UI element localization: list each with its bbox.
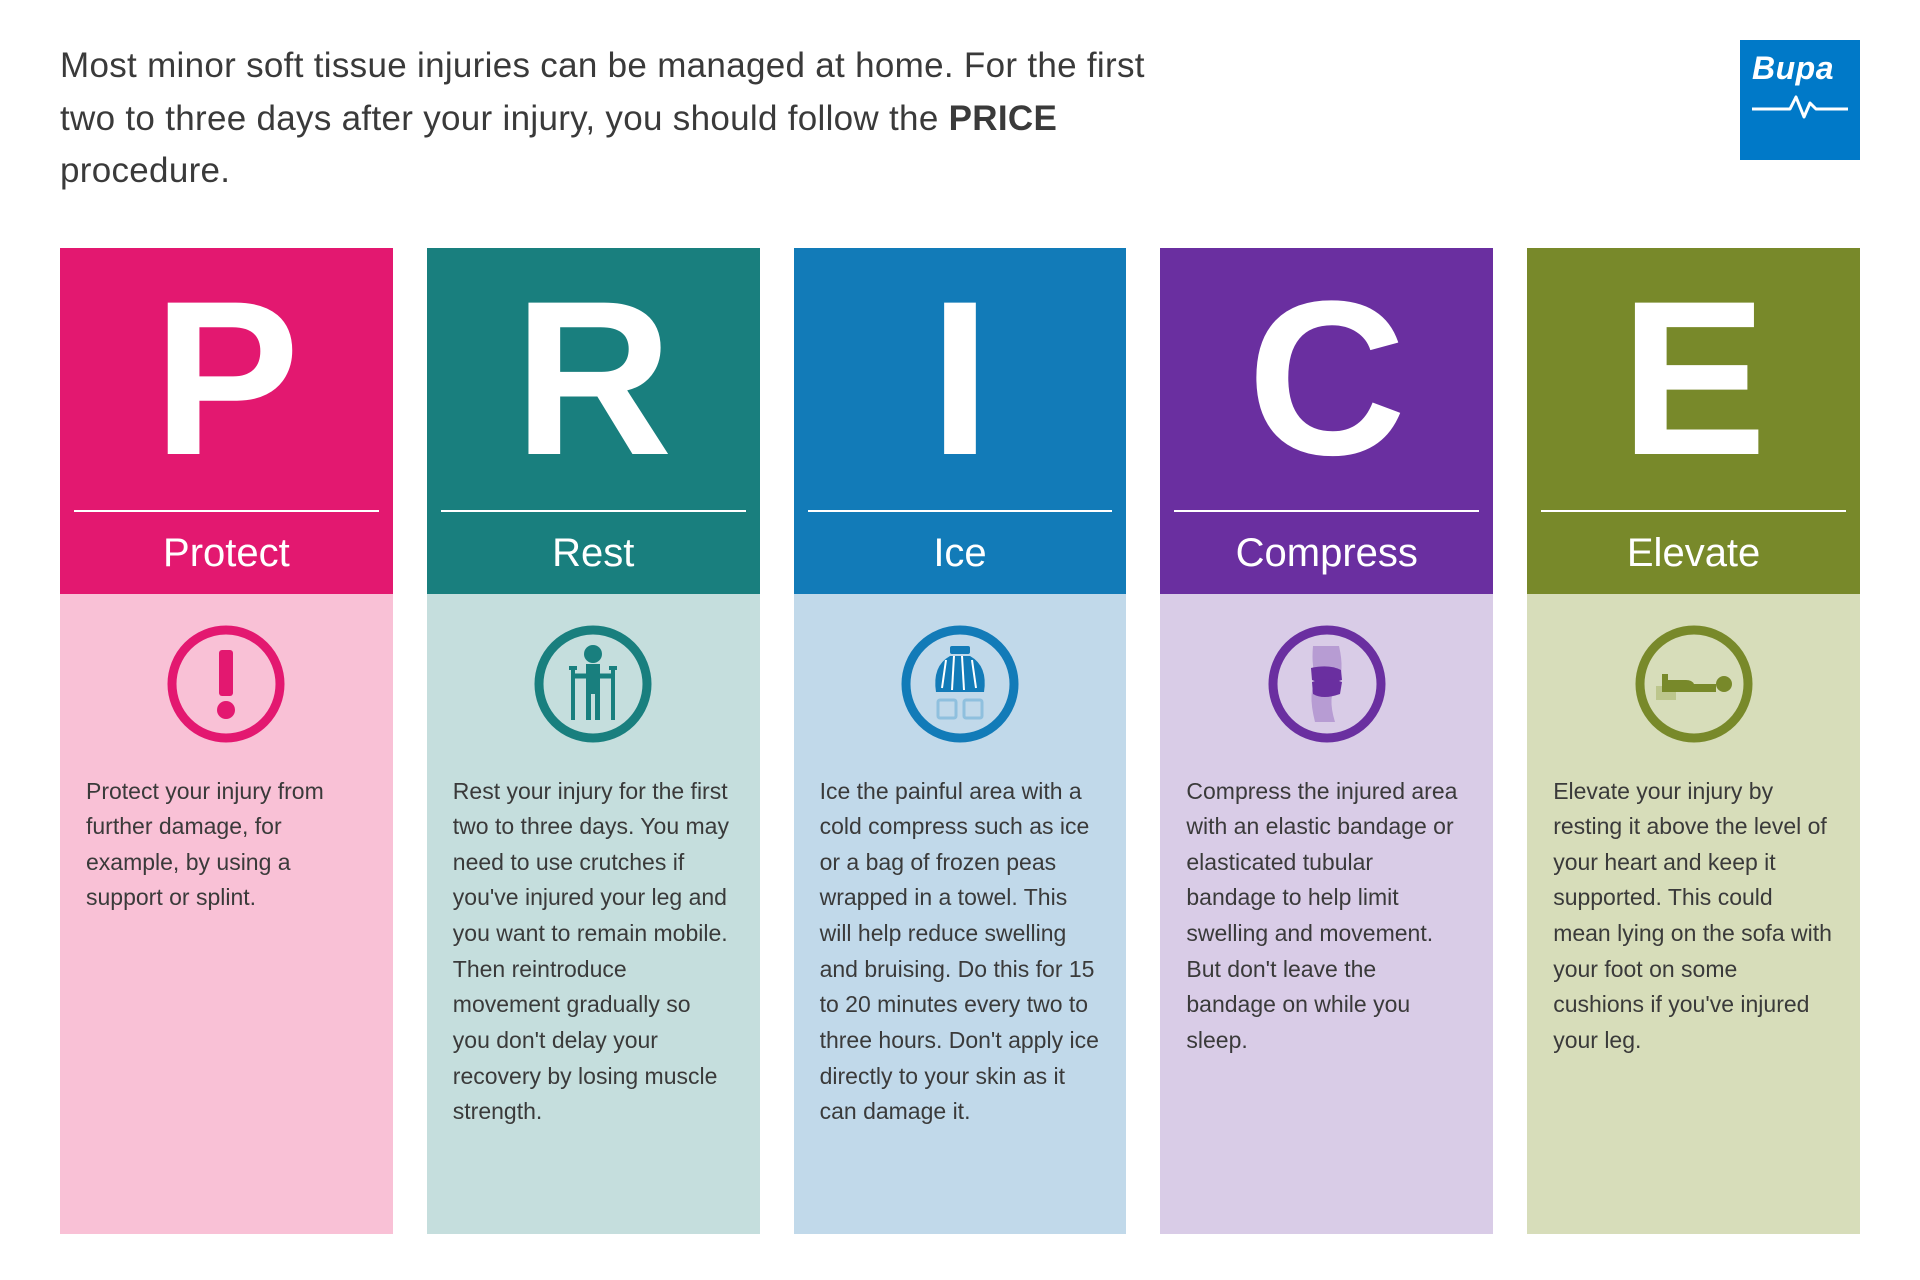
desc-ice: Ice the painful area with a cold compres…	[820, 774, 1101, 1130]
bupa-logo-text: Bupa	[1752, 50, 1834, 87]
exclaim-icon	[86, 624, 367, 744]
body-compress: Compress the injured area with an elasti…	[1160, 594, 1493, 1234]
price-columns: P Protect Protect your injury from furth…	[60, 248, 1860, 1234]
col-rest: R Rest Rest your injury for	[427, 248, 760, 1234]
body-rest: Rest your injury for the first two to th…	[427, 594, 760, 1234]
body-protect: Protect your injury from further damage,…	[60, 594, 393, 1234]
title-compress: Compress	[1160, 514, 1493, 594]
letter-c: C	[1160, 248, 1493, 508]
letter-r: R	[427, 248, 760, 508]
col-elevate: E Elevate Elevate your injury by resting…	[1527, 248, 1860, 1234]
bupa-logo: Bupa	[1740, 40, 1860, 160]
elevate-icon	[1553, 624, 1834, 744]
title-protect: Protect	[60, 514, 393, 594]
heartbeat-icon	[1752, 93, 1848, 121]
intro-post: procedure.	[60, 151, 230, 190]
body-elevate: Elevate your injury by resting it above …	[1527, 594, 1860, 1234]
title-elevate: Elevate	[1527, 514, 1860, 594]
intro-bold: PRICE	[949, 99, 1057, 138]
crutches-icon	[453, 624, 734, 744]
title-ice: Ice	[794, 514, 1127, 594]
letter-i: I	[794, 248, 1127, 508]
intro-text: Most minor soft tissue injuries can be m…	[60, 40, 1210, 198]
col-protect: P Protect Protect your injury from furth…	[60, 248, 393, 1234]
body-ice: Ice the painful area with a cold compres…	[794, 594, 1127, 1234]
col-compress: C Compress Compress the injured area wit…	[1160, 248, 1493, 1234]
desc-compress: Compress the injured area with an elasti…	[1186, 774, 1467, 1059]
title-rest: Rest	[427, 514, 760, 594]
col-ice: I Ice Ice the painful area with a cold c…	[794, 248, 1127, 1234]
icebag-icon	[820, 624, 1101, 744]
letter-e: E	[1527, 248, 1860, 508]
header: Most minor soft tissue injuries can be m…	[60, 40, 1860, 198]
letter-p: P	[60, 248, 393, 508]
desc-rest: Rest your injury for the first two to th…	[453, 774, 734, 1130]
bandage-icon	[1186, 624, 1467, 744]
desc-protect: Protect your injury from further damage,…	[86, 774, 367, 917]
desc-elevate: Elevate your injury by resting it above …	[1553, 774, 1834, 1059]
